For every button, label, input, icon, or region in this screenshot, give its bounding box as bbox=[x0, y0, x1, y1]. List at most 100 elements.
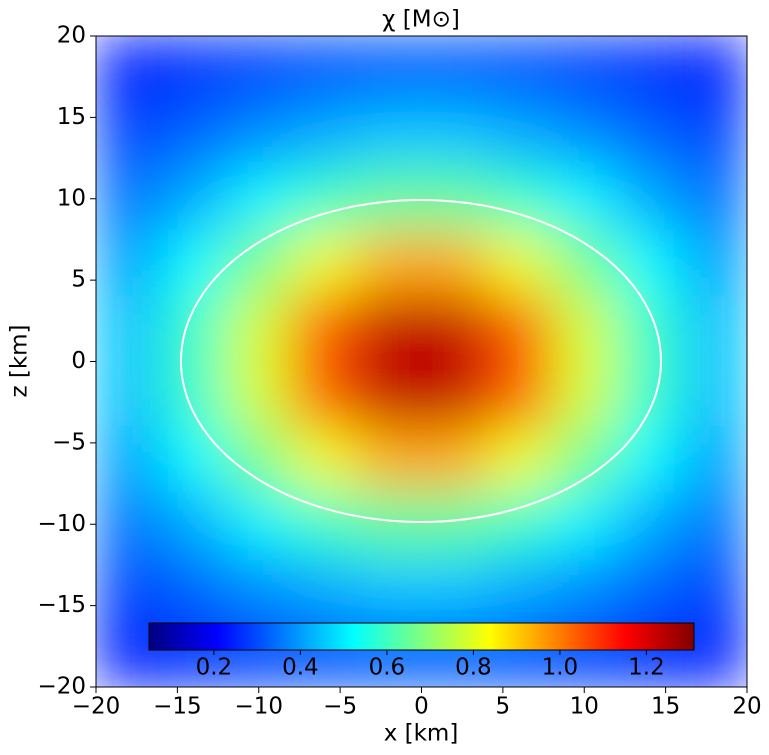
heat-cell bbox=[96, 165, 162, 232]
heat-cell bbox=[355, 100, 422, 167]
heat-cell bbox=[421, 295, 488, 362]
heat-cell bbox=[96, 556, 162, 623]
heat-cell bbox=[160, 491, 227, 558]
heat-cell bbox=[551, 230, 618, 297]
heat-cell bbox=[486, 100, 553, 167]
heat-cell bbox=[96, 36, 162, 102]
heat-cell bbox=[616, 556, 683, 623]
contour bbox=[180, 199, 662, 523]
heat-cell bbox=[160, 295, 227, 362]
heat-cell bbox=[225, 556, 292, 623]
heat-cell bbox=[355, 491, 422, 558]
heat-cell bbox=[486, 230, 553, 297]
heat-cell bbox=[96, 295, 162, 362]
heat-cell bbox=[486, 361, 553, 428]
heat-cell bbox=[355, 36, 422, 102]
heat-cell bbox=[616, 491, 683, 558]
y-tick-label: 5 bbox=[71, 267, 86, 293]
heat-cell bbox=[225, 295, 292, 362]
heat-cell bbox=[681, 100, 747, 167]
heat-cell bbox=[681, 426, 747, 493]
heat-cell bbox=[551, 295, 618, 362]
heat-cell bbox=[421, 556, 488, 623]
y-tick-label: 10 bbox=[57, 185, 86, 211]
heat-cell bbox=[486, 556, 553, 623]
heat-cell bbox=[355, 165, 422, 232]
heat-cell bbox=[421, 165, 488, 232]
heatmap-cells bbox=[96, 36, 747, 687]
heat-cell bbox=[225, 100, 292, 167]
heat-cell bbox=[355, 230, 422, 297]
heat-cell bbox=[681, 165, 747, 232]
heat-cell bbox=[486, 491, 553, 558]
heat-cell bbox=[160, 100, 227, 167]
heat-cell bbox=[551, 491, 618, 558]
heat-cell bbox=[681, 361, 747, 428]
heat-cell bbox=[421, 361, 488, 428]
heat-cell bbox=[160, 361, 227, 428]
heat-cell bbox=[486, 295, 553, 362]
heat-cell bbox=[486, 426, 553, 493]
heat-cell bbox=[290, 100, 357, 167]
y-tick-label: −5 bbox=[52, 429, 86, 455]
heat-cell bbox=[96, 426, 162, 493]
heat-cell bbox=[486, 36, 553, 102]
heat-cell bbox=[290, 230, 357, 297]
colorbar-tick-label: 1.0 bbox=[542, 655, 579, 681]
heat-cell bbox=[160, 165, 227, 232]
colorbar-tick-label: 0.4 bbox=[282, 655, 319, 681]
x-tick-label: −15 bbox=[153, 694, 202, 720]
heat-cell bbox=[421, 230, 488, 297]
heat-cell bbox=[96, 361, 162, 428]
x-tick-label: −20 bbox=[72, 694, 121, 720]
colorbar-tick-label: 0.8 bbox=[455, 655, 492, 681]
x-tick-label: −10 bbox=[234, 694, 283, 720]
heat-cell bbox=[290, 295, 357, 362]
y-tick-label: 20 bbox=[57, 23, 86, 49]
heat-cell bbox=[355, 295, 422, 362]
colorbar-tick-label: 0.2 bbox=[196, 655, 233, 681]
heat-cell bbox=[616, 100, 683, 167]
heat-cell bbox=[421, 491, 488, 558]
heat-cell bbox=[421, 36, 488, 102]
heat-cell bbox=[96, 100, 162, 167]
heat-cell bbox=[160, 36, 227, 102]
y-tick-label: −15 bbox=[37, 592, 86, 618]
heat-cell bbox=[681, 491, 747, 558]
y-axis-label: z [km] bbox=[7, 324, 33, 397]
heat-cell bbox=[355, 426, 422, 493]
heat-cell bbox=[551, 165, 618, 232]
x-tick-label: 0 bbox=[414, 694, 429, 720]
heat-cell bbox=[160, 230, 227, 297]
heat-cell bbox=[616, 361, 683, 428]
heat-cell bbox=[225, 230, 292, 297]
y-tick-label: 15 bbox=[57, 104, 86, 130]
colorbar-tick-label: 0.6 bbox=[369, 655, 406, 681]
heat-cell bbox=[225, 165, 292, 232]
heat-cell bbox=[355, 361, 422, 428]
heat-cell bbox=[160, 556, 227, 623]
heat-cell bbox=[160, 426, 227, 493]
heat-cell bbox=[616, 426, 683, 493]
y-tick-label: 0 bbox=[71, 348, 86, 374]
heat-cell bbox=[96, 230, 162, 297]
heat-cell bbox=[290, 556, 357, 623]
x-tick-label: −5 bbox=[323, 694, 357, 720]
heat-cell bbox=[681, 295, 747, 362]
heat-cell bbox=[551, 36, 618, 102]
heat-cell bbox=[616, 36, 683, 102]
heat-cell bbox=[421, 100, 488, 167]
colorbar-tick-label: 1.2 bbox=[628, 655, 665, 681]
heat-cell bbox=[421, 426, 488, 493]
heat-cell bbox=[681, 230, 747, 297]
heat-cell bbox=[551, 556, 618, 623]
heat-cell bbox=[616, 230, 683, 297]
chart-title: χ [M⊙] bbox=[382, 7, 460, 33]
heat-cell bbox=[290, 36, 357, 102]
x-tick-label: 10 bbox=[570, 694, 599, 720]
heat-cell bbox=[681, 556, 747, 623]
heatmap bbox=[96, 36, 747, 687]
heat-cell bbox=[96, 491, 162, 558]
x-tick-label: 20 bbox=[732, 694, 761, 720]
